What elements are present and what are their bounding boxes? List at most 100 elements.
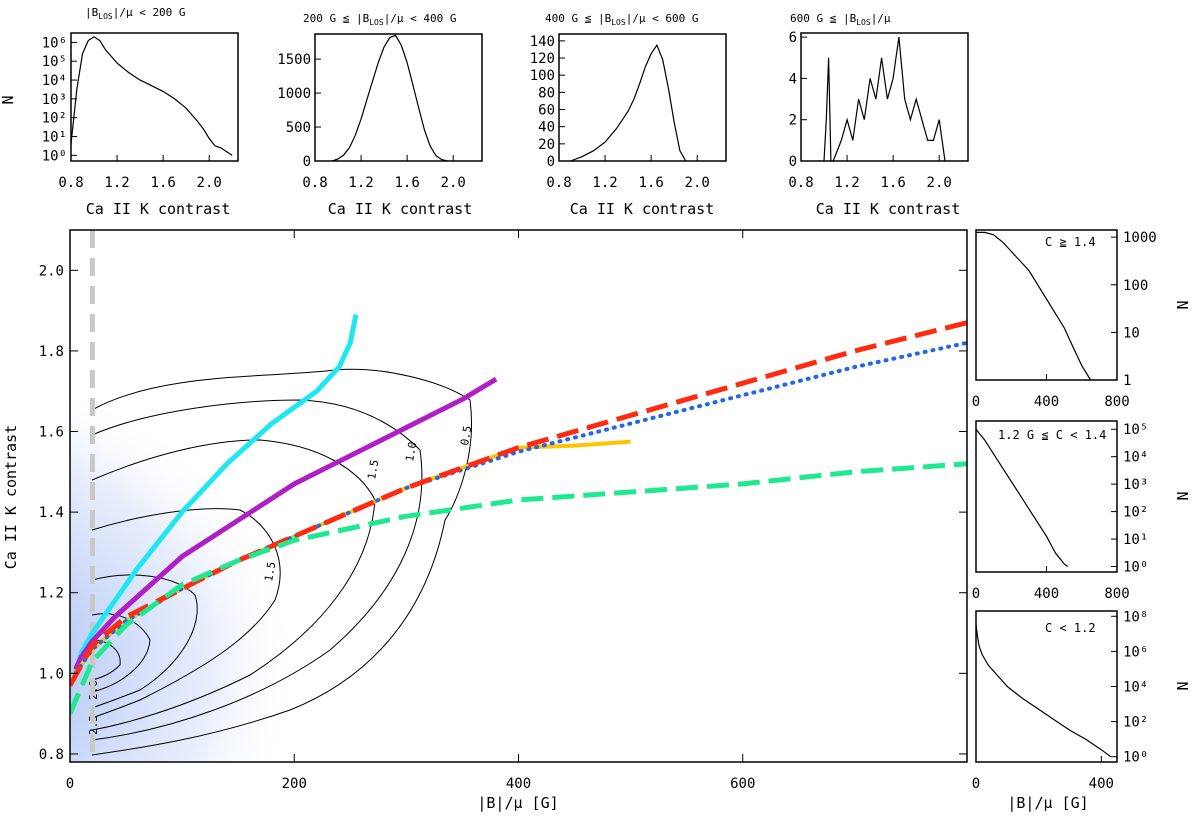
- x-tick-label: 2.0: [927, 175, 952, 191]
- y-tick-label: 10: [1123, 325, 1140, 341]
- y-tick-label: 1: [1123, 373, 1131, 389]
- side-panel-1: C ≧ 1.4 1 10 100 1000 0 400 800 N: [972, 229, 1192, 410]
- y-tick-label: 10²: [42, 111, 67, 127]
- y-tick-label: 500: [286, 120, 311, 136]
- contour-label: 1.0: [403, 441, 419, 463]
- main-x-label: |B|/μ [G]: [477, 794, 558, 812]
- top-panel-1-x-ticks: 0.8 1.2 1.6 2.0: [58, 155, 222, 191]
- y-tick-label: 10¹: [42, 130, 67, 146]
- series-red-dashed: [70, 320, 967, 687]
- x-tick-label: 400: [1089, 776, 1114, 792]
- x-tick-label: 0.8: [788, 175, 813, 191]
- x-tick-label: 400: [1034, 586, 1059, 602]
- y-tick-label: 10³: [1123, 477, 1148, 493]
- y-tick-label: 10⁶: [1123, 644, 1148, 660]
- y-tick-label: 1000: [1123, 230, 1157, 246]
- y-tick-label: 1.0: [39, 666, 64, 682]
- top-panel-2-histogram-line: [332, 34, 448, 162]
- x-tick-label: 200: [282, 776, 307, 792]
- series-blue-dotted: [73, 340, 967, 676]
- y-tick-label: 10⁵: [1123, 422, 1148, 438]
- y-tick-label: 10⁶: [42, 35, 67, 51]
- y-tick-label: 2: [789, 113, 797, 129]
- y-tick-label: 10⁰: [42, 148, 67, 164]
- y-tick-label: 40: [538, 120, 555, 136]
- side-panel-2-label: 1.2 G ≦ C < 1.4: [998, 428, 1106, 442]
- y-tick-label: 20: [538, 137, 555, 153]
- y-tick-label: 10⁰: [1123, 750, 1148, 766]
- side-panel-3-y-ticks: 10⁰ 10² 10⁴ 10⁶ 10⁸: [1111, 609, 1148, 766]
- top-panel-3-x-ticks: 0.8 1.2 1.6 2.0: [546, 155, 710, 191]
- top-panel-4-histogram-line: [823, 37, 946, 162]
- x-tick-label: 1.6: [394, 175, 419, 191]
- y-tick-label: 1.4: [39, 505, 64, 521]
- x-tick-label: 0: [66, 776, 74, 792]
- y-tick-label: 10²: [1123, 505, 1148, 521]
- series-magenta: [73, 376, 498, 671]
- y-tick-label: 10³: [42, 92, 67, 108]
- y-tick-label: 10⁴: [1123, 450, 1148, 466]
- series-green-dashed: [70, 461, 967, 715]
- top-panel-2-x-ticks: 0.8 1.2 1.6 2.0: [302, 155, 466, 191]
- side-panel-3-histogram-line: [975, 624, 1112, 758]
- y-tick-label: 1.8: [39, 344, 64, 360]
- y-tick-label: 10⁸: [1123, 609, 1148, 625]
- top-panel-2-title: 200 G ≦ |BLOS|/μ < 400 G: [303, 12, 457, 27]
- y-tick-label: 1500: [277, 52, 311, 68]
- y-tick-label: 80: [538, 85, 555, 101]
- x-tick-label: 1.6: [150, 175, 175, 191]
- x-tick-label: 1.2: [104, 175, 129, 191]
- side-panel-2-y-label: N: [1174, 491, 1192, 500]
- x-tick-label: 0.8: [58, 175, 83, 191]
- x-tick-label: 0: [972, 586, 980, 602]
- side-panel-1-label: C ≧ 1.4: [1045, 235, 1096, 249]
- y-tick-label: 1.6: [39, 425, 64, 441]
- top-panel-1-y-label: N: [0, 95, 17, 104]
- x-tick-label: 1.6: [880, 175, 905, 191]
- top-panel-1-histogram-line: [70, 36, 233, 156]
- contour-label: 1.5: [365, 459, 381, 481]
- y-tick-label: 2.0: [39, 263, 64, 279]
- top-panel-4-title: 600 G ≦ |BLOS|/μ: [790, 12, 891, 27]
- x-tick-label: 800: [1104, 586, 1129, 602]
- x-tick-label: 0: [972, 776, 980, 792]
- x-tick-label: 800: [1104, 394, 1129, 410]
- contour-label: 1.5: [262, 561, 278, 583]
- side-panel-1-y-ticks: 1 10 100 1000: [1111, 230, 1157, 389]
- x-tick-label: 0.8: [302, 175, 327, 191]
- x-tick-label: 2.0: [197, 175, 222, 191]
- side-panel-1-histogram-line: [976, 231, 1092, 381]
- side-panel-3-y-label: N: [1174, 681, 1192, 690]
- y-tick-label: 60: [538, 103, 555, 119]
- top-panel-2: 200 G ≦ |BLOS|/μ < 400 G 0 500 1000 1500 0.…: [277, 12, 483, 218]
- top-panel-1-x-label: Ca II K contrast: [86, 200, 231, 218]
- side-panel-2-x-ticks: 0 400 800: [972, 566, 1130, 602]
- x-tick-label: 1.2: [592, 175, 617, 191]
- x-tick-label: 600: [730, 776, 755, 792]
- side-panel-3-label: C < 1.2: [1045, 621, 1096, 635]
- main-series-group: [70, 314, 967, 715]
- x-tick-label: 0: [972, 394, 980, 410]
- y-tick-label: 140: [530, 34, 555, 50]
- y-tick-label: 0: [303, 154, 311, 170]
- y-tick-label: 0: [789, 154, 797, 170]
- x-tick-label: 400: [1034, 394, 1059, 410]
- top-panel-2-x-label: Ca II K contrast: [328, 200, 473, 218]
- top-panel-1-title: |BLOS|/μ < 200 G: [85, 6, 186, 21]
- contour-label: 0.5: [458, 425, 474, 447]
- series-cyan: [73, 314, 359, 674]
- y-tick-label: 10⁰: [1123, 560, 1148, 576]
- y-tick-label: 10⁴: [1123, 680, 1148, 696]
- side-panel-1-y-label: N: [1174, 300, 1192, 309]
- top-panel-4-x-ticks: 0.8 1.2 1.6 2.0: [788, 155, 952, 191]
- y-tick-label: 100: [1123, 278, 1148, 294]
- y-tick-label: 1000: [277, 86, 311, 102]
- main-x-ticks: 0 200 400 600: [66, 230, 755, 792]
- side-panel-2-y-ticks: 10⁰ 10¹ 10² 10³ 10⁴ 10⁵: [1111, 422, 1148, 576]
- y-tick-label: 100: [530, 68, 555, 84]
- y-tick-label: 10⁴: [42, 73, 67, 89]
- y-tick-label: 6: [789, 30, 797, 46]
- x-tick-label: 1.6: [638, 175, 663, 191]
